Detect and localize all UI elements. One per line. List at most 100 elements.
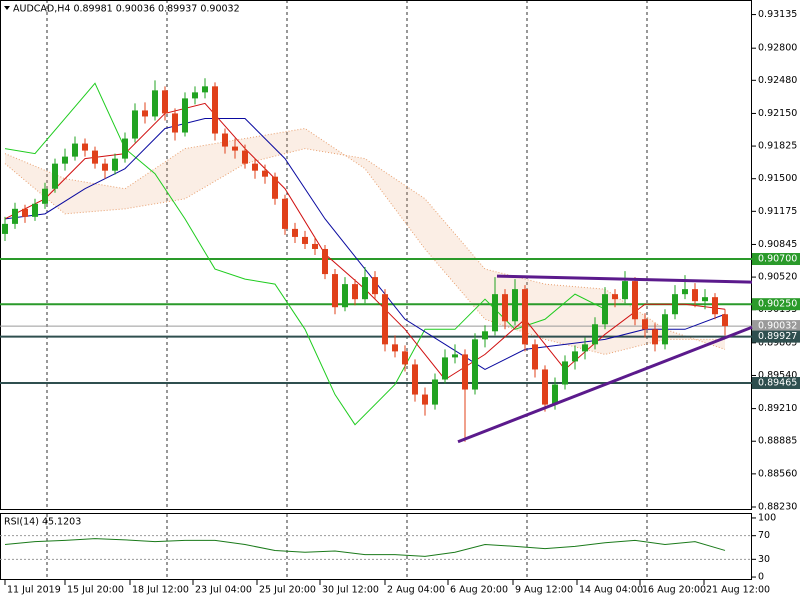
- chart-title: AUDCAD,H4 0.89981 0.90036 0.89937 0.9003…: [13, 4, 240, 15]
- candle-body: [22, 208, 28, 217]
- y-tick-label: 0.93135: [758, 9, 797, 20]
- candle-body: [542, 369, 548, 405]
- cloud-fill: [5, 128, 725, 355]
- level-label: 0.89927: [758, 331, 797, 342]
- candle-body: [342, 284, 348, 308]
- level-box: [752, 377, 800, 390]
- candle-body: [372, 277, 378, 295]
- candle-body: [202, 86, 208, 93]
- candle-body: [572, 351, 578, 362]
- candle-body: [662, 314, 668, 345]
- main-frame: [0, 0, 752, 510]
- candle-body: [222, 133, 228, 147]
- candle-body: [362, 277, 368, 300]
- x-tick-label: 9 Aug 12:00: [515, 585, 573, 596]
- y-tick-label: 0.88560: [758, 468, 797, 479]
- x-tick-label: 6 Aug 20:00: [450, 585, 508, 596]
- x-tick-label: 25 Jul 20:00: [259, 585, 316, 596]
- candle-body: [722, 314, 728, 327]
- candle-body: [42, 188, 48, 204]
- candle-body: [252, 163, 258, 171]
- candle-body: [2, 223, 8, 234]
- candle-body: [152, 90, 158, 117]
- candle-body: [582, 344, 588, 352]
- candle-body: [32, 203, 38, 217]
- candle-body: [472, 339, 478, 390]
- candle-body: [492, 294, 498, 332]
- candle-body: [512, 289, 518, 322]
- candle-body: [692, 289, 698, 302]
- candle-body: [162, 90, 168, 114]
- candle-body: [622, 281, 628, 300]
- candle-body: [262, 170, 268, 177]
- trendline: [496, 274, 753, 284]
- candle-body: [182, 98, 188, 133]
- candle-body: [392, 344, 398, 352]
- y-tick-label: 0.88230: [758, 501, 797, 512]
- level-box: [752, 320, 800, 333]
- candle-body: [142, 110, 148, 117]
- candle-body: [522, 289, 528, 345]
- y-tick-label: 0.88885: [758, 436, 797, 447]
- rsi-tick-label: 30: [758, 554, 770, 565]
- candle-body: [132, 110, 138, 139]
- x-tick-label: 11 Jul 2019: [7, 585, 61, 596]
- candle-body: [482, 331, 488, 340]
- x-tick-label: 18 Jul 12:00: [132, 585, 189, 596]
- x-tick-label: 23 Jul 04:00: [195, 585, 252, 596]
- candle-body: [382, 294, 388, 345]
- candle-body: [82, 143, 88, 151]
- candle-body: [632, 281, 638, 320]
- menu-arrow: [4, 6, 10, 10]
- candle-body: [92, 150, 98, 164]
- x-tick-label: 14 Aug 04:00: [579, 585, 643, 596]
- level-label: 0.90250: [758, 299, 797, 310]
- candle-body: [462, 354, 468, 390]
- rsi-title: RSI(14) 45.1203: [4, 517, 81, 528]
- x-tick-label: 15 Jul 20:00: [67, 585, 124, 596]
- candle-body: [302, 236, 308, 244]
- candle-body: [672, 294, 678, 315]
- candle-body: [682, 289, 688, 295]
- candle-body: [452, 354, 458, 358]
- candle-body: [552, 384, 558, 405]
- candle-body: [172, 113, 178, 133]
- candle-body: [612, 294, 618, 300]
- y-tick-label: 0.92150: [758, 108, 797, 119]
- candle-body: [602, 294, 608, 325]
- candle-body: [422, 394, 428, 405]
- y-tick-label: 0.89865: [758, 337, 797, 348]
- x-tick-label: 30 Jul 12:00: [322, 585, 379, 596]
- y-tick-label: 0.89540: [758, 370, 797, 381]
- level-label: 0.90032: [758, 321, 797, 332]
- y-tick-label: 0.92800: [758, 43, 797, 54]
- level-box: [752, 253, 800, 266]
- level-box: [752, 298, 800, 311]
- trendline: [457, 325, 753, 444]
- candle-body: [312, 243, 318, 249]
- candle-body: [272, 176, 278, 199]
- candle-body: [12, 208, 18, 224]
- candle-body: [352, 284, 358, 300]
- candle-body: [412, 364, 418, 395]
- y-tick-label: 0.91175: [758, 206, 797, 217]
- candle-body: [642, 319, 648, 330]
- level-label: 0.89465: [758, 378, 797, 389]
- candle-body: [402, 351, 408, 365]
- candle-body: [232, 146, 238, 151]
- candle-body: [502, 294, 508, 322]
- x-tick-label: 2 Aug 04:00: [387, 585, 445, 596]
- rsi-tick-label: 100: [758, 512, 776, 523]
- candle-body: [102, 163, 108, 171]
- rsi-tick-label: 0: [758, 572, 764, 583]
- candle-body: [332, 274, 338, 308]
- candle-body: [122, 138, 128, 159]
- candle-body: [652, 329, 658, 345]
- candle-body: [442, 357, 448, 380]
- candle-body: [322, 248, 328, 275]
- candle-body: [292, 228, 298, 237]
- rsi-frame: [0, 513, 752, 580]
